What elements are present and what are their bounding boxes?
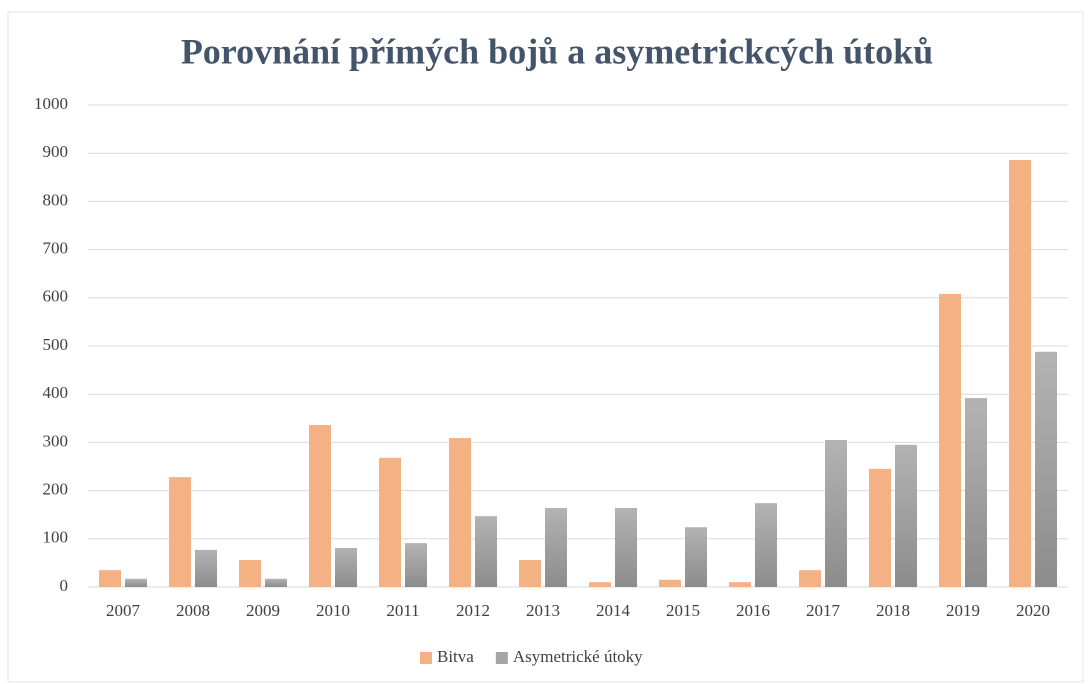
x-tick-label: 2009 xyxy=(246,601,280,620)
chart-title: Porovnání přímých bojů a asymetrickcých … xyxy=(181,31,933,71)
bar xyxy=(405,543,427,587)
bar xyxy=(615,507,637,587)
bar xyxy=(169,477,191,587)
x-tick-label: 2016 xyxy=(736,601,770,620)
y-tick-label: 700 xyxy=(43,239,69,258)
legend-swatch xyxy=(420,652,432,664)
y-tick-label: 300 xyxy=(43,431,69,450)
y-tick-label: 1000 xyxy=(34,94,68,113)
bar xyxy=(545,507,567,587)
y-tick-label: 500 xyxy=(43,335,69,354)
bar xyxy=(265,578,287,587)
bar xyxy=(589,582,611,587)
bar xyxy=(939,293,961,587)
x-tick-label: 2015 xyxy=(666,601,700,620)
y-tick-label: 100 xyxy=(43,528,69,547)
y-tick-label: 900 xyxy=(43,142,69,161)
x-tick-label: 2013 xyxy=(526,601,560,620)
x-tick-label: 2014 xyxy=(596,601,631,620)
y-tick-label: 600 xyxy=(43,287,69,306)
x-tick-label: 2011 xyxy=(386,601,419,620)
x-tick-label: 2012 xyxy=(456,601,490,620)
bar xyxy=(1009,159,1031,587)
bar xyxy=(895,444,917,587)
bar xyxy=(195,549,217,587)
y-tick-label: 200 xyxy=(43,480,69,499)
x-tick-label: 2010 xyxy=(316,601,350,620)
bar xyxy=(475,516,497,587)
legend-label: Bitva xyxy=(437,647,474,666)
bar xyxy=(755,503,777,587)
bar xyxy=(1035,351,1057,587)
bar xyxy=(239,560,261,587)
bar xyxy=(729,582,751,587)
bar xyxy=(965,398,987,587)
bar xyxy=(685,527,707,587)
chart-border xyxy=(7,11,1084,683)
x-tick-label: 2017 xyxy=(806,601,841,620)
bar xyxy=(825,439,847,587)
bar xyxy=(659,579,681,587)
y-tick-label: 0 xyxy=(60,576,69,595)
bar xyxy=(869,468,891,587)
legend-swatch xyxy=(495,652,508,664)
bar xyxy=(519,560,541,587)
bar xyxy=(99,570,121,587)
legend-label: Asymetrické útoky xyxy=(513,647,643,666)
bar xyxy=(335,547,357,587)
bar xyxy=(799,570,821,587)
x-tick-label: 2007 xyxy=(106,601,141,620)
bar xyxy=(309,425,331,587)
y-tick-label: 800 xyxy=(43,190,69,209)
y-tick-label: 400 xyxy=(43,383,69,402)
x-tick-label: 2019 xyxy=(946,601,980,620)
x-tick-label: 2008 xyxy=(176,601,210,620)
x-tick-label: 2020 xyxy=(1016,601,1050,620)
bar xyxy=(379,457,401,587)
bar xyxy=(449,438,471,587)
bar xyxy=(125,578,147,587)
x-tick-label: 2018 xyxy=(876,601,910,620)
